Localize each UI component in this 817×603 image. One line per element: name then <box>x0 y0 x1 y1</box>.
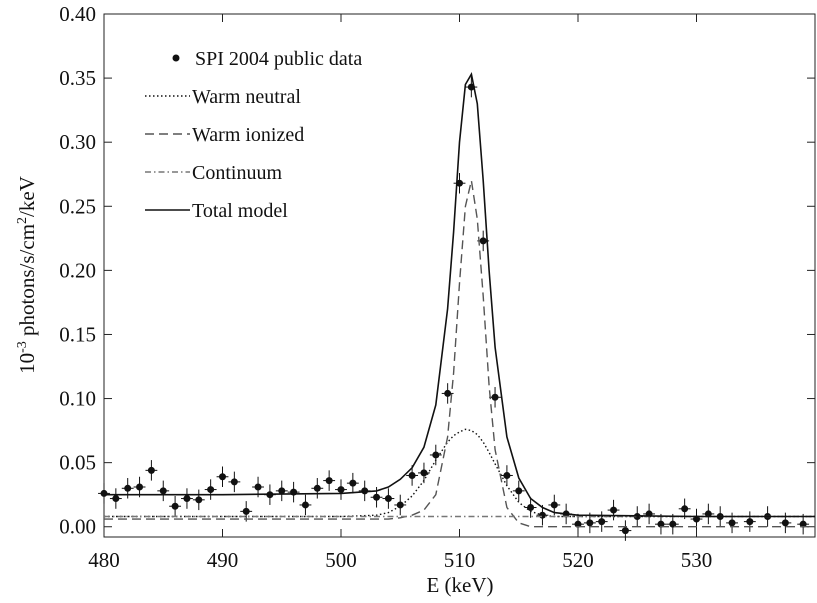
data-point <box>254 483 262 491</box>
data-point <box>781 519 789 527</box>
data-point <box>550 501 558 509</box>
model-line <box>104 428 815 518</box>
y-label-part: 10 <box>15 353 39 374</box>
data-point <box>444 389 452 397</box>
legend-label: SPI 2004 public data <box>195 48 362 70</box>
data-point <box>574 520 582 528</box>
data-point <box>610 506 618 514</box>
data-point <box>337 486 345 494</box>
x-tick-label: 490 <box>207 548 239 572</box>
data-point <box>456 179 463 187</box>
data-point <box>586 519 594 527</box>
y-tick-label: 0.35 <box>59 66 96 90</box>
data-point <box>527 504 535 512</box>
data-point <box>278 487 286 495</box>
data-point <box>136 483 144 491</box>
data-point <box>515 487 523 495</box>
data-point <box>112 495 120 503</box>
y-label-sup: 2 <box>15 217 30 224</box>
data-point <box>100 489 108 497</box>
y-label-part: photons/s/cm <box>15 224 39 341</box>
data-point <box>598 518 606 526</box>
data-point <box>159 487 167 495</box>
data-point <box>219 473 226 481</box>
y-label-part: /keV <box>15 176 39 217</box>
x-tick-label: 510 <box>444 548 476 572</box>
data-point <box>491 393 499 401</box>
data-point <box>325 477 333 485</box>
data-point <box>183 495 191 503</box>
x-tick-label: 480 <box>88 548 120 572</box>
data-point <box>728 519 736 527</box>
y-tick-label: 0.00 <box>59 515 96 539</box>
model-line <box>104 71 815 518</box>
data-point <box>384 495 392 503</box>
legend-label: Warm neutral <box>192 86 301 108</box>
legend-label: Continuum <box>192 162 282 184</box>
x-axis-label: E (keV) <box>426 573 493 597</box>
data-point <box>230 478 238 486</box>
data-point <box>799 520 807 528</box>
y-tick-label: 0.25 <box>59 194 96 218</box>
y-label-sup: -3 <box>15 341 30 353</box>
data-point <box>621 527 629 535</box>
data-point <box>420 469 428 477</box>
data-point <box>373 493 381 501</box>
y-tick-label: 0.40 <box>59 2 96 26</box>
y-tick-label: 0.15 <box>59 322 96 346</box>
data-point <box>195 496 203 504</box>
data-point <box>408 471 416 479</box>
legend-label: Warm ionized <box>192 124 304 146</box>
data-point <box>124 484 132 492</box>
data-point <box>349 479 357 487</box>
data-point <box>657 520 665 528</box>
y-axis-label: 10-3 photons/s/cm2/keV <box>15 176 39 374</box>
model-line <box>104 180 815 528</box>
legend-label: Total model <box>192 200 288 222</box>
data-point <box>681 505 689 513</box>
y-tick-label: 0.10 <box>59 387 96 411</box>
y-tick-label: 0.20 <box>59 258 96 282</box>
data-point <box>746 518 754 526</box>
data-point <box>479 237 487 245</box>
data-point <box>147 466 155 474</box>
data-point <box>301 501 309 509</box>
data-point <box>313 484 321 492</box>
data-point <box>704 510 712 518</box>
y-tick-label: 0.05 <box>59 451 96 475</box>
x-tick-label: 520 <box>562 548 594 572</box>
data-point <box>669 520 677 528</box>
x-tick-label: 530 <box>681 548 713 572</box>
legend-marker <box>172 54 180 62</box>
data-point <box>171 502 179 510</box>
data-point <box>693 515 700 523</box>
data-point <box>207 486 215 494</box>
y-tick-label: 0.30 <box>59 130 96 154</box>
x-tick-label: 500 <box>325 548 357 572</box>
data-point <box>503 471 511 479</box>
data-point <box>242 507 250 515</box>
